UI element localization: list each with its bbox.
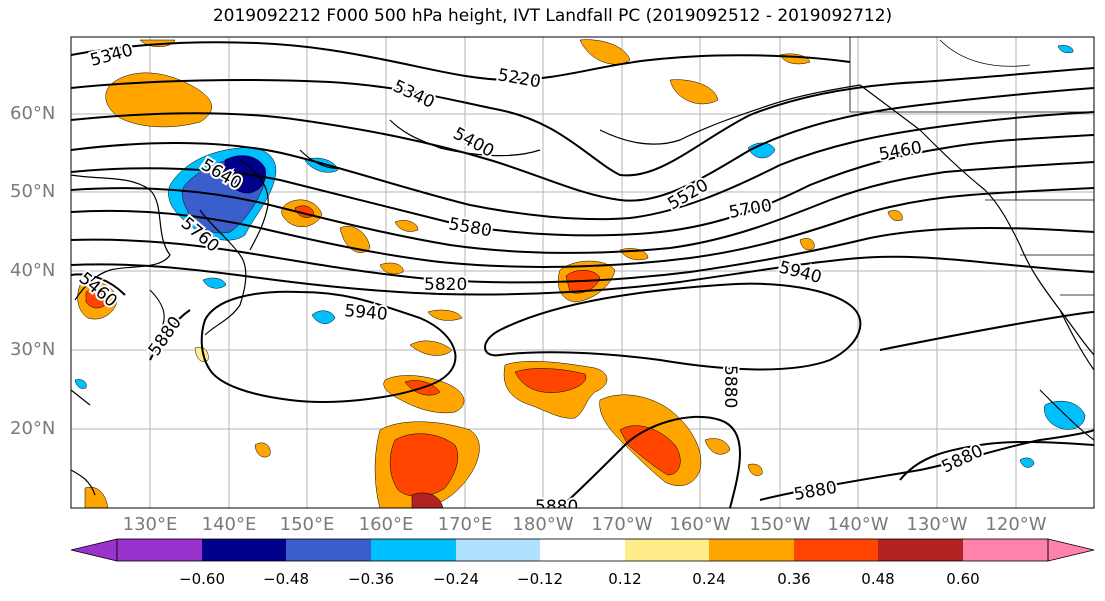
lon-label: 140°E [201,514,257,535]
lon-label: 160°E [358,514,414,535]
colorbar-tick: 0.24 [692,570,726,588]
colorbar-tick: −0.24 [433,570,479,588]
map-plot-area: 5340 5220 5340 5400 5460 5520 5580 5700 … [71,37,1094,517]
lon-label: 150°E [279,514,335,535]
lat-label-60n: 60°N [10,103,56,124]
lon-label: 130°W [906,514,968,535]
map-title: 2019092212 F000 500 hPa height, IVT Land… [212,6,893,26]
colorbar-tick: 0.36 [777,570,811,588]
height-contours [71,41,1094,508]
lon-label: 140°W [827,514,889,535]
colorbar-tick: −0.36 [348,570,394,588]
lat-label-40n: 40°N [10,260,56,281]
lon-label: 170°W [591,514,653,535]
lon-label: 150°W [749,514,811,535]
lon-label: 180°W [512,514,574,535]
colorbar-high-extend [1047,538,1095,562]
map-frame [70,36,1095,509]
colorbar-tick: −0.48 [263,570,309,588]
lat-label-30n: 30°N [10,339,56,360]
colorbar-tick: 0.12 [608,570,642,588]
contour-label: 5820 [424,275,467,295]
colorbar-tick: −0.12 [517,570,563,588]
lat-label-50n: 50°N [10,181,56,202]
colorbar-tick: −0.60 [179,570,225,588]
contour-label: 5880 [535,497,578,517]
contour-label: 5880 [720,365,740,408]
colorbar-tick: 0.48 [861,570,895,588]
lat-label-20n: 20°N [10,418,56,439]
colorbar [70,538,1095,562]
colorbar-tick: 0.60 [946,570,980,588]
lon-label: 160°W [669,514,731,535]
political-boundaries [849,37,1094,296]
lon-label: 130°E [122,514,178,535]
lon-label: 170°E [437,514,493,535]
lon-label: 120°W [985,514,1047,535]
colorbar-low-extend [70,538,118,562]
contour-label: 5940 [344,301,389,325]
